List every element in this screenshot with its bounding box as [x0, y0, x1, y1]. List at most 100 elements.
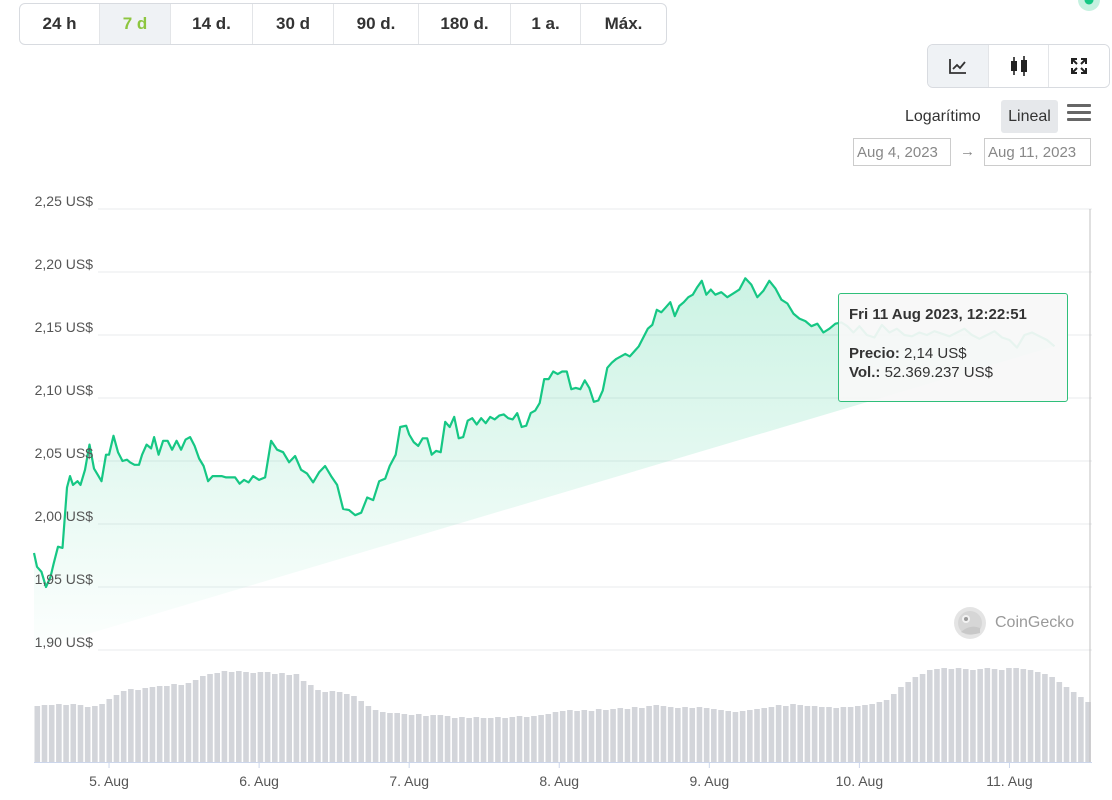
y-tick-label: 1,95 US$	[35, 571, 94, 587]
volume-bar	[329, 691, 336, 762]
volume-bar	[394, 713, 400, 762]
volume-bar	[279, 673, 285, 762]
volume-bar	[1020, 669, 1027, 762]
volume-bar	[336, 692, 343, 762]
linear-scale-option[interactable]: Lineal	[1001, 100, 1058, 133]
y-tick-label: 1,90 US$	[35, 634, 94, 650]
volume-bar	[401, 714, 408, 762]
x-tick-label: 7. Aug	[389, 773, 429, 789]
volume-bar	[1063, 687, 1070, 762]
price-tooltip: Fri 11 Aug 2023, 12:22:51 Precio: 2,14 U…	[838, 293, 1068, 402]
volume-bar	[322, 692, 328, 762]
volume-bar	[120, 691, 127, 762]
volume-bar	[934, 669, 940, 762]
volume-bar	[984, 668, 991, 762]
volume-bar	[631, 707, 638, 762]
volume-bar	[739, 711, 746, 762]
volume-bar	[883, 700, 890, 762]
volume-bar	[473, 717, 480, 762]
price-area	[34, 278, 1055, 650]
volume-bar	[962, 669, 969, 762]
volume-bar	[106, 699, 113, 762]
volume-bar	[783, 706, 789, 762]
tooltip-price-label: Precio:	[849, 345, 900, 362]
volume-bar	[351, 696, 357, 762]
volume-bar	[113, 695, 120, 762]
volume-bar	[99, 704, 105, 762]
line-chart-button[interactable]	[928, 45, 989, 87]
range-tab-2[interactable]: 14 d.	[171, 4, 253, 44]
volume-bar	[459, 717, 465, 762]
watermark-text: CoinGecko	[995, 614, 1075, 631]
volume-bar	[955, 668, 962, 762]
volume-bar	[264, 672, 271, 762]
volume-bar	[912, 677, 919, 762]
volume-bar	[847, 707, 854, 762]
volume-bar	[998, 670, 1005, 762]
range-tab-1[interactable]: 7 d	[100, 4, 171, 44]
volume-bar	[41, 705, 48, 762]
volume-bar	[221, 671, 228, 762]
y-tick-label: 2,05 US$	[35, 445, 94, 461]
tooltip-price: Precio: 2,14 US$	[849, 345, 1057, 362]
volume-bar	[437, 715, 444, 762]
volume-bar	[315, 690, 321, 762]
volume-bar	[164, 686, 170, 762]
menu-icon[interactable]	[1067, 104, 1091, 124]
range-tab-3[interactable]: 30 d	[253, 4, 334, 44]
volume-bar	[171, 684, 177, 762]
volume-bar	[1027, 670, 1034, 762]
volume-bar	[588, 711, 595, 762]
volume-bar	[941, 668, 947, 762]
fullscreen-icon	[1071, 58, 1088, 74]
volume-bar	[495, 717, 501, 762]
volume-bar	[926, 670, 933, 762]
date-from-input[interactable]: Aug 4, 2023	[853, 138, 951, 166]
volume-bar	[905, 682, 911, 762]
volume-bar	[70, 704, 77, 762]
volume-bar	[610, 709, 616, 762]
volume-bar	[660, 706, 667, 762]
volume-bar	[948, 669, 955, 762]
volume-bar	[797, 705, 804, 762]
volume-bar	[466, 718, 472, 762]
range-tab-6[interactable]: 1 a.	[511, 4, 581, 44]
volume-bar	[1078, 697, 1084, 762]
fullscreen-button[interactable]	[1049, 45, 1109, 87]
volume-bar	[545, 714, 552, 762]
volume-bar	[1049, 677, 1055, 762]
volume-bar	[1034, 672, 1041, 762]
date-range-arrow: →	[960, 143, 975, 160]
price-line	[32, 277, 1056, 589]
volume-bar	[567, 710, 573, 762]
volume-bar	[34, 706, 41, 762]
range-tab-0[interactable]: 24 h	[20, 4, 100, 44]
volume-bar	[243, 672, 249, 762]
volume-bar	[696, 707, 703, 762]
volume-bar	[192, 680, 199, 762]
log-scale-option[interactable]: Logarítimo	[905, 107, 981, 125]
volume-bar	[487, 718, 494, 762]
volume-bar	[300, 681, 307, 762]
volume-bar	[775, 705, 782, 762]
tooltip-volume-label: Vol.:	[849, 364, 881, 381]
range-tab-7[interactable]: Máx.	[604, 14, 643, 33]
volume-bar	[250, 673, 257, 762]
volume-bar	[178, 685, 185, 762]
tooltip-volume-value: 52.369.237 US$	[884, 364, 993, 381]
chart-view-toggle	[927, 44, 1110, 88]
candlestick-chart-button[interactable]	[988, 45, 1050, 87]
volume-bar	[862, 705, 868, 762]
volume-bar	[977, 669, 983, 762]
hover-marker	[1084, 0, 1094, 5]
date-to-input[interactable]: Aug 11, 2023	[984, 138, 1091, 166]
volume-bar	[754, 709, 760, 762]
volume-bar	[826, 707, 832, 762]
volume-bar	[682, 707, 688, 762]
volume-bar	[876, 702, 883, 762]
range-tab-5[interactable]: 180 d.	[419, 4, 511, 44]
volume-bar	[185, 683, 192, 762]
range-tab-4[interactable]: 90 d.	[334, 4, 419, 44]
volume-bar	[149, 687, 156, 762]
